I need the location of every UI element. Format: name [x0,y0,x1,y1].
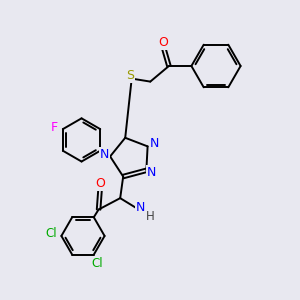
Text: N: N [149,137,159,151]
Text: N: N [100,148,110,160]
Text: O: O [95,177,105,190]
Text: F: F [51,121,58,134]
Text: N: N [136,201,145,214]
Text: Cl: Cl [92,256,103,270]
Text: H: H [146,210,154,223]
Text: Cl: Cl [45,227,57,240]
Text: S: S [126,68,134,82]
Text: N: N [147,166,156,179]
Text: O: O [159,36,168,49]
